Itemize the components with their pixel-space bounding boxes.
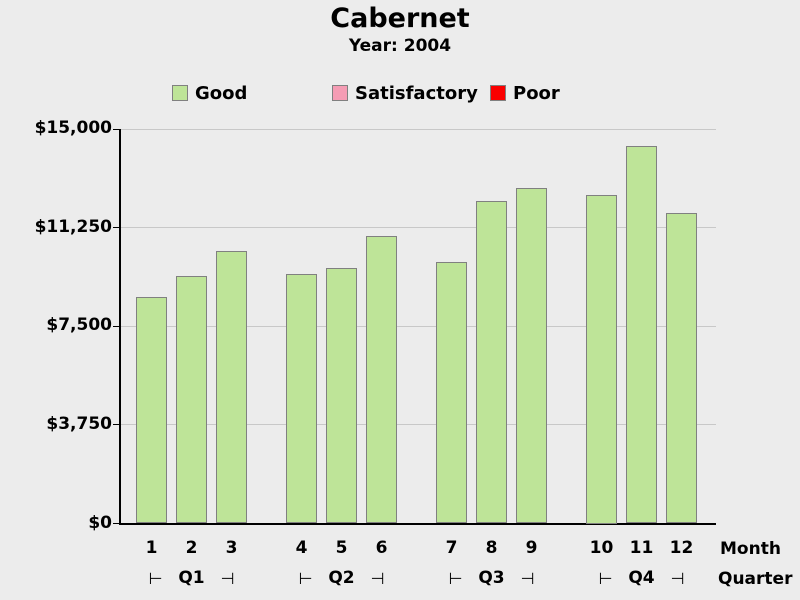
bar-month-10: [586, 194, 617, 524]
quarter-group-q2: ⊢ Q2 ⊣: [299, 568, 385, 588]
quarter-bracket-left: ⊢: [598, 568, 613, 588]
bar-month-6: [366, 235, 397, 524]
quarter-axis-title: Quarter: [718, 569, 793, 589]
month-tick-label: 7: [445, 538, 458, 558]
y-axis-tick: [113, 227, 120, 229]
quarter-label: Q2: [328, 568, 355, 588]
bar-month-5: [326, 268, 357, 524]
bar-month-7: [436, 261, 467, 524]
gridline-7500: [120, 325, 716, 327]
quarter-label: Q1: [178, 568, 205, 588]
y-axis-label: $15,000: [34, 118, 112, 138]
bar-month-9: [516, 188, 547, 524]
chart-title: Cabernet: [330, 3, 470, 34]
y-axis-label: $7,500: [46, 315, 112, 336]
bar-month-4: [286, 273, 317, 524]
month-tick-label: 9: [525, 538, 538, 558]
legend-item-satisfactory: Satisfactory: [332, 82, 478, 104]
chart-subtitle: Year: 2004: [348, 36, 452, 56]
legend-label: Satisfactory: [355, 82, 478, 104]
y-axis-tick: [113, 128, 120, 130]
legend-label: Poor: [513, 82, 560, 104]
bar-month-1: [136, 297, 167, 524]
legend-item-poor: Poor: [490, 82, 560, 104]
quarter-label: Q3: [478, 568, 505, 588]
month-tick-label: 2: [185, 538, 198, 558]
gridline-15000: [120, 128, 716, 130]
month-tick-label: 8: [485, 538, 498, 558]
month-tick-label: 4: [295, 538, 308, 558]
month-tick-label: 6: [375, 538, 388, 558]
legend-item-good: Good: [172, 82, 248, 104]
bar-month-3: [216, 251, 247, 524]
y-axis-label: $0: [88, 512, 112, 533]
month-tick-label: 12: [669, 538, 694, 558]
gridline-3750: [120, 424, 716, 426]
quarter-label: Q4: [628, 568, 655, 588]
month-tick-label: 11: [629, 538, 654, 558]
legend-swatch-satisfactory: [332, 85, 348, 101]
bar-month-2: [176, 276, 207, 524]
bar-month-12: [666, 213, 697, 524]
quarter-group-q1: ⊢ Q1 ⊣: [149, 568, 235, 588]
quarter-bracket-right: ⊣: [220, 568, 235, 588]
month-tick-label: 5: [335, 538, 348, 558]
month-axis-title: Month: [720, 539, 781, 559]
y-axis-tick: [113, 523, 120, 524]
x-axis-line: [119, 523, 716, 525]
y-axis-label: $3,750: [46, 413, 112, 434]
month-tick-label: 1: [145, 538, 158, 558]
month-tick-label: 10: [589, 538, 614, 558]
bar-month-11: [626, 146, 657, 524]
quarter-bracket-left: ⊢: [448, 568, 463, 588]
bar-month-8: [476, 201, 507, 524]
legend-label: Good: [195, 82, 248, 104]
quarter-bracket-left: ⊢: [298, 568, 313, 588]
legend-swatch-good: [172, 85, 188, 101]
quarter-group-q4: ⊢ Q4 ⊣: [599, 568, 685, 588]
gridline-11250: [120, 227, 716, 229]
quarter-bracket-right: ⊣: [670, 568, 685, 588]
legend-swatch-poor: [490, 85, 506, 101]
quarter-bracket-right: ⊣: [520, 568, 535, 588]
month-tick-label: 3: [225, 538, 238, 558]
y-axis-tick: [113, 325, 120, 327]
y-axis-tick: [113, 424, 120, 426]
quarter-bracket-left: ⊢: [148, 568, 163, 588]
quarter-group-q3: ⊢ Q3 ⊣: [449, 568, 535, 588]
y-axis-label: $11,250: [34, 216, 112, 237]
quarter-bracket-right: ⊣: [370, 568, 385, 588]
y-axis-line: [119, 129, 121, 525]
